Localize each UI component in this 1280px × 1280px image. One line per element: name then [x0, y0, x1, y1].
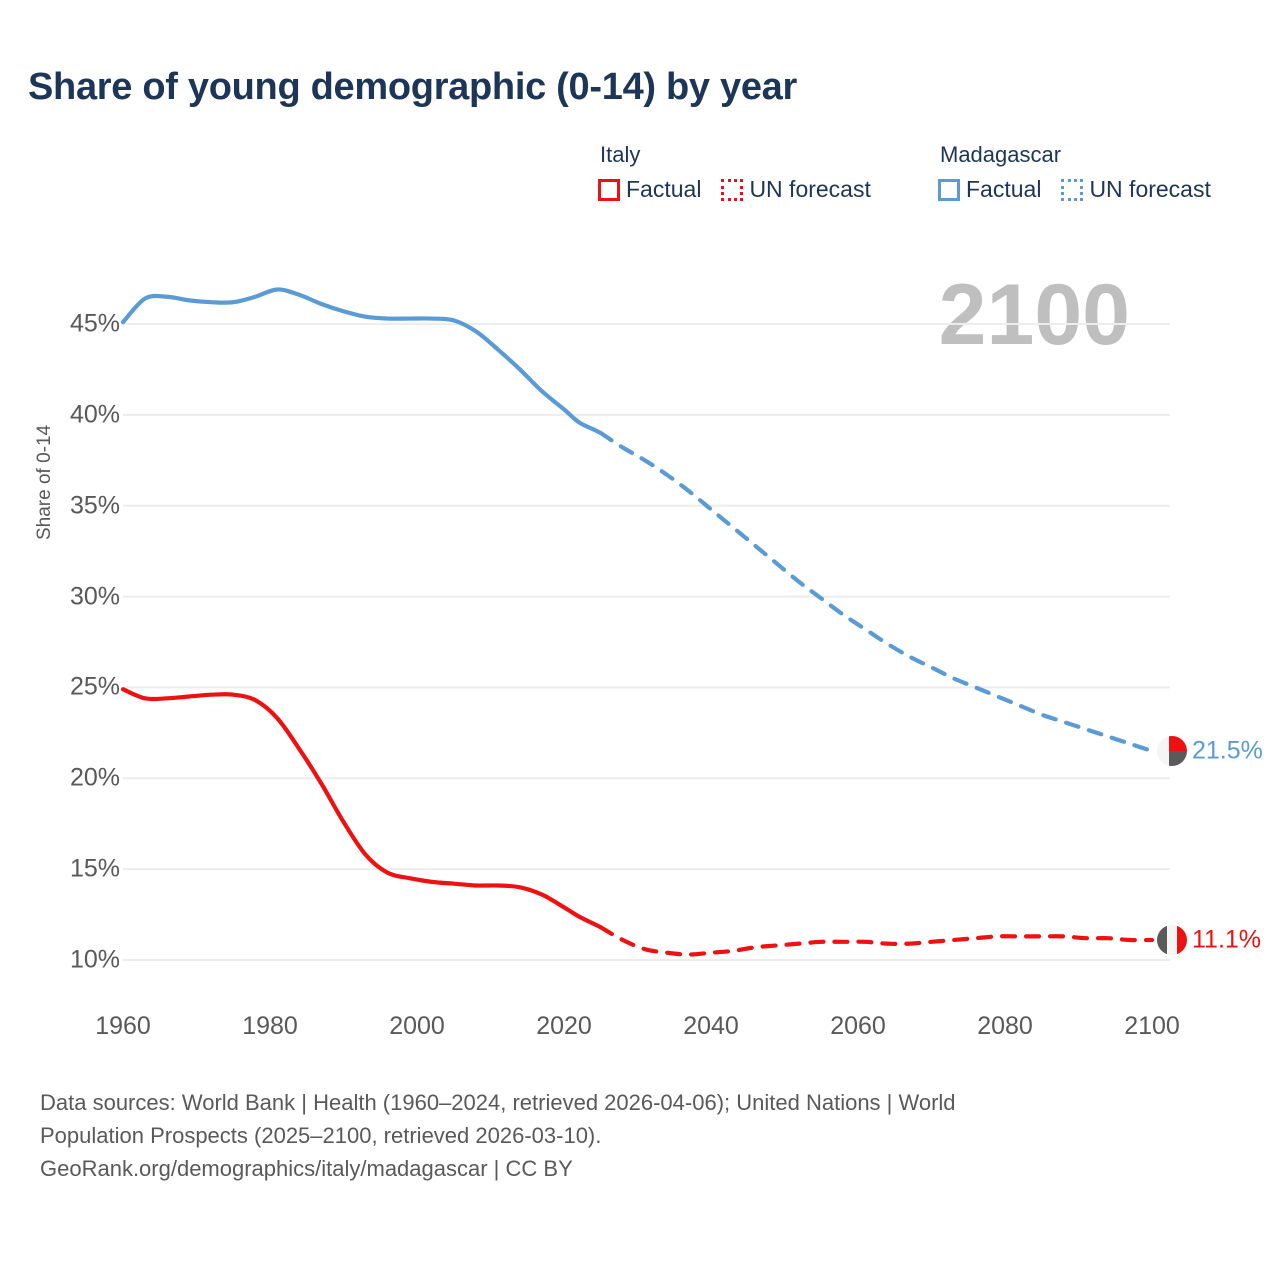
x-tick-label: 1980: [242, 1012, 298, 1040]
chart-legend: Italy Factual UN forecast Madagascar: [598, 142, 1258, 203]
italy-flag-icon: [1157, 925, 1187, 955]
italy-end-value: 11.1%: [1192, 925, 1262, 954]
legend-swatch-dotted-icon: [721, 178, 744, 201]
footer-line-3: GeoRank.org/demographics/italy/madagasca…: [40, 1156, 573, 1181]
legend-country-italy: Italy: [600, 142, 641, 167]
series-line-forecast: [598, 430, 1155, 754]
madagascar-end-value: 21.5%: [1192, 736, 1263, 765]
x-tick-label: 2080: [977, 1012, 1033, 1040]
legend-swatch-solid-icon: [598, 178, 620, 201]
legend-item-madagascar-forecast[interactable]: UN forecast: [1061, 176, 1211, 203]
series-line-factual: [120, 287, 603, 436]
series-line-factual: [120, 687, 603, 930]
series-line-forecast: [598, 925, 1155, 957]
x-tick-label: 2100: [1124, 1012, 1180, 1040]
legend-item-madagascar-factual[interactable]: Factual: [938, 176, 1041, 203]
legend-group-madagascar: Madagascar Factual UN forecast: [938, 142, 1258, 203]
legend-country-madagascar: Madagascar: [940, 142, 1062, 167]
x-tick-label: 2020: [536, 1012, 592, 1040]
x-tick-label: 1960: [95, 1012, 151, 1040]
legend-item-italy-factual[interactable]: Factual: [598, 176, 701, 203]
legend-label-madagascar-forecast: UN forecast: [1089, 176, 1211, 202]
y-tick-label: 45%: [69, 309, 120, 338]
x-tick-label: 2040: [683, 1012, 739, 1040]
footer-line-1: Data sources: World Bank | Health (1960–…: [40, 1090, 956, 1115]
legend-label-italy-forecast: UN forecast: [749, 176, 871, 202]
year-watermark: 2100: [938, 267, 1130, 363]
chart-footer: Data sources: World Bank | Health (1960–…: [40, 1086, 1220, 1185]
y-tick-label: 15%: [69, 854, 120, 883]
y-tick-label: 40%: [69, 400, 120, 429]
y-tick-label: 20%: [69, 763, 120, 792]
legend-label-italy-factual: Factual: [626, 176, 702, 202]
y-tick-label: 25%: [69, 672, 120, 701]
legend-swatch-dotted-icon: [1061, 178, 1084, 201]
x-tick-label: 2000: [389, 1012, 445, 1040]
x-tick-label: 2060: [830, 1012, 886, 1040]
legend-group-italy: Italy Factual UN forecast: [598, 142, 938, 203]
legend-item-italy-forecast[interactable]: UN forecast: [721, 176, 871, 203]
y-tick-label: 10%: [69, 945, 120, 974]
y-axis-ticks: 10% 15% 20% 25% 30% 35% 40% 45%: [38, 0, 120, 1280]
legend-label-madagascar-factual: Factual: [966, 176, 1042, 202]
madagascar-flag-icon: [1157, 736, 1187, 767]
y-tick-label: 30%: [69, 582, 120, 611]
page-title: Share of young demographic (0-14) by yea…: [28, 66, 798, 108]
footer-line-2: Population Prospects (2025–2100, retriev…: [40, 1123, 602, 1148]
y-tick-label: 35%: [69, 491, 120, 520]
legend-swatch-solid-icon: [938, 178, 960, 201]
